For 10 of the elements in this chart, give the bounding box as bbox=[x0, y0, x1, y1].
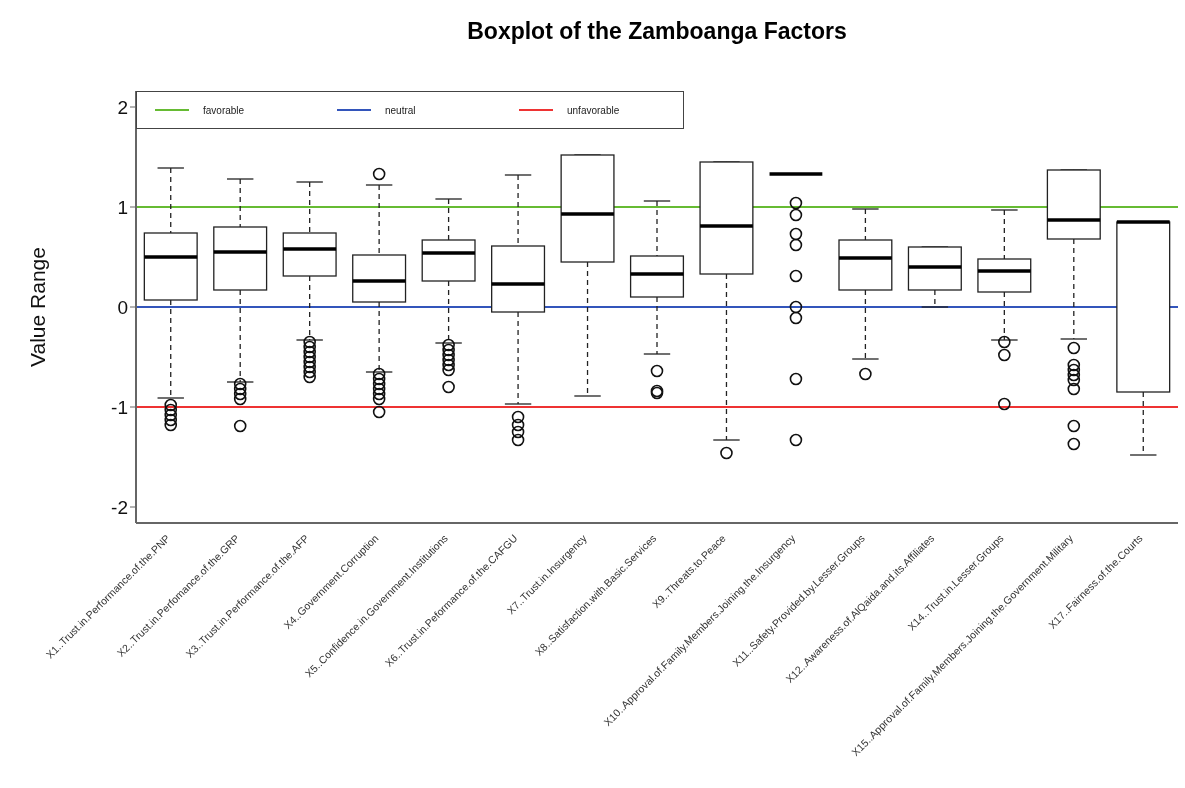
legend-label: unfavorable bbox=[567, 104, 620, 116]
chart-title: Boxplot of the Zamboanga Factors bbox=[466, 18, 848, 45]
y-tick-label: 0 bbox=[117, 296, 128, 318]
y-axis-title: Value Range bbox=[26, 247, 50, 367]
y-tick-label: 1 bbox=[117, 196, 128, 218]
y-tick-label: -2 bbox=[111, 496, 128, 518]
y-tick-label: -1 bbox=[111, 396, 128, 418]
y-tick-label: 2 bbox=[117, 96, 128, 118]
legend-label: favorable bbox=[203, 104, 245, 116]
legend-label: neutral bbox=[385, 104, 416, 116]
